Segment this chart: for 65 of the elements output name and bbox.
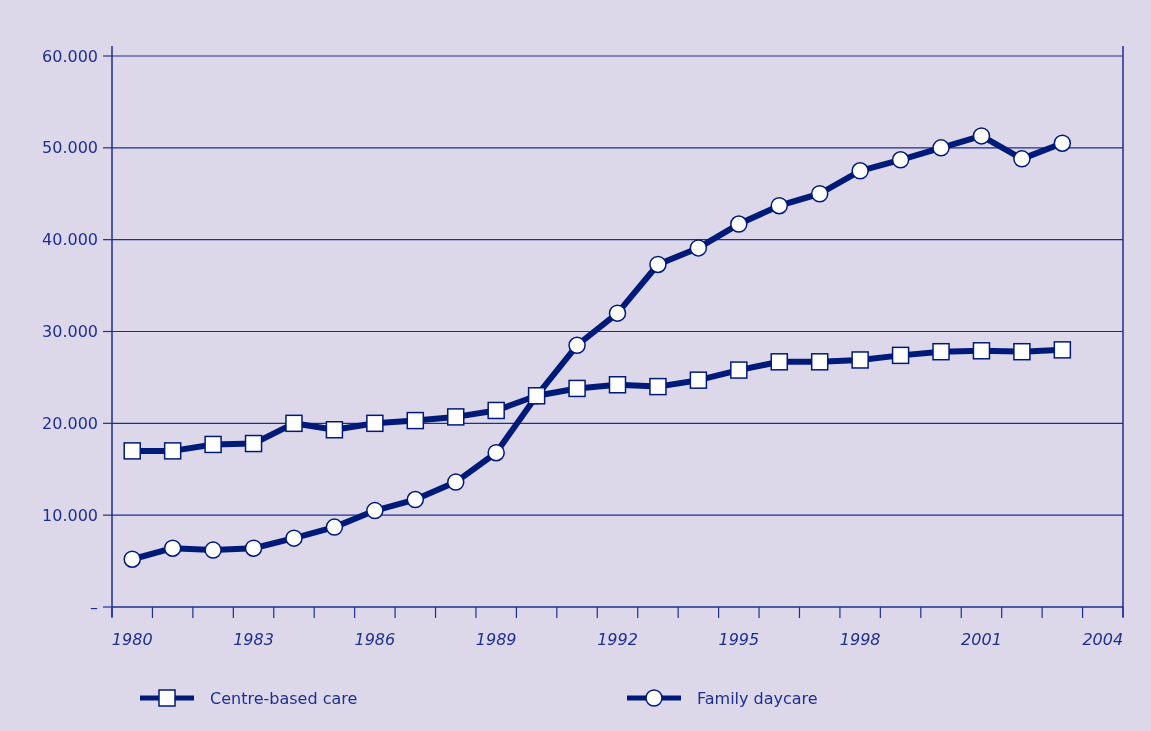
x-tick-label: 1992 (597, 630, 638, 649)
legend-label: Family daycare (697, 688, 818, 708)
point (770, 353, 789, 371)
point (325, 421, 344, 439)
point (406, 411, 425, 430)
y-tick-label: 50.000 (42, 138, 98, 158)
point (204, 541, 222, 559)
x-tick-label: 2004 (1082, 630, 1124, 649)
point (770, 196, 789, 215)
point (487, 401, 505, 420)
point (163, 442, 182, 460)
y-tick-label: 60.000 (42, 46, 98, 66)
point (891, 151, 910, 169)
point (446, 408, 465, 426)
point (851, 162, 869, 180)
point (244, 539, 263, 557)
point (851, 351, 869, 369)
point (1013, 150, 1031, 168)
point (1053, 134, 1072, 152)
point (325, 518, 344, 536)
x-tick-label: 1998 (839, 630, 881, 649)
point (123, 550, 141, 568)
point (1013, 342, 1031, 361)
point (891, 346, 910, 365)
legend-label: Centre-based care (210, 688, 358, 708)
x-tick-label: 1986 (354, 630, 396, 649)
point (810, 353, 829, 371)
x-tick-label: 1995 (718, 630, 760, 649)
point (608, 304, 627, 322)
point (689, 239, 708, 257)
point (689, 371, 708, 389)
y-tick-label: 40.000 (42, 230, 98, 250)
point (568, 379, 586, 398)
x-tick-label: 1980 (111, 630, 153, 649)
point (568, 336, 586, 355)
y-tick-label: 10.000 (42, 505, 98, 525)
point (204, 435, 222, 454)
x-tick-label: 1983 (233, 630, 274, 649)
point (730, 215, 748, 233)
point (730, 361, 748, 379)
point (446, 473, 465, 491)
y-tick-label: 20.000 (42, 413, 98, 433)
point (285, 414, 303, 433)
point (527, 387, 546, 405)
point (1053, 341, 1072, 359)
point (972, 342, 991, 360)
y-tick-label: 30.000 (42, 322, 98, 342)
point (932, 139, 950, 157)
point (163, 539, 182, 557)
point (810, 185, 829, 203)
x-tick-label: 1989 (475, 630, 517, 649)
point (649, 255, 667, 274)
point (285, 529, 303, 547)
point (972, 127, 991, 145)
point (366, 501, 384, 520)
point (649, 377, 667, 396)
point (608, 376, 627, 394)
y-tick-label: – (90, 597, 98, 617)
point (406, 490, 425, 509)
point (366, 414, 384, 433)
point (487, 443, 505, 462)
x-tick-label: 2001 (961, 630, 1002, 649)
point (123, 442, 141, 460)
point (244, 434, 263, 453)
point (932, 342, 950, 361)
